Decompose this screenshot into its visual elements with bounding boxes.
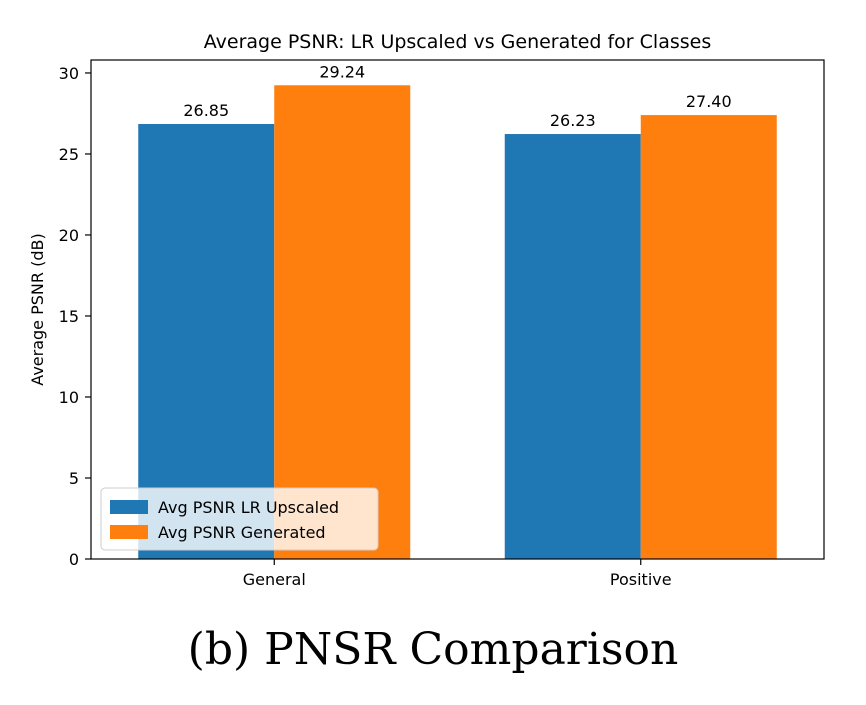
chart-title: Average PSNR: LR Upscaled vs Generated f… — [204, 31, 711, 53]
bar-labels-group: 26.85 26.23 29.24 27.40 — [183, 62, 731, 130]
y-tick-label: 20 — [59, 226, 79, 245]
bar-value-label: 26.85 — [183, 101, 229, 120]
bar-positive-series-2 — [640, 115, 777, 560]
legend-entry-label: Avg PSNR Generated — [158, 523, 326, 542]
legend-entry-label: Avg PSNR LR Upscaled — [158, 498, 339, 517]
legend-swatch — [110, 500, 148, 514]
bars-group — [138, 85, 777, 560]
y-axis-title: Average PSNR (dB) — [28, 233, 47, 385]
bar-general-series-1 — [138, 123, 275, 560]
legend-swatch — [110, 525, 148, 539]
y-tick-label: 15 — [59, 307, 79, 326]
y-axis: 0 5 10 15 20 25 30 — [59, 64, 91, 569]
bar-value-label: 26.23 — [550, 111, 596, 130]
legend-box — [100, 487, 379, 551]
y-tick-label: 5 — [69, 469, 79, 488]
y-tick-label: 25 — [59, 145, 79, 164]
bar-value-label: 27.40 — [686, 92, 732, 111]
y-tick-label: 30 — [59, 64, 79, 83]
bar-general-series-2 — [274, 85, 411, 560]
x-tick-label-general: General — [243, 570, 306, 589]
x-tick-label-positive: Positive — [610, 570, 672, 589]
bar-value-label: 29.24 — [319, 62, 365, 81]
bar-positive-series-1 — [504, 134, 641, 560]
legend: Avg PSNR LR Upscaled Avg PSNR Generated — [100, 487, 379, 551]
y-tick-label: 0 — [69, 550, 79, 569]
figure-caption: (b) PNSR Comparison — [187, 624, 679, 675]
plot-area-frame — [90, 59, 825, 560]
x-axis: General Positive — [243, 559, 672, 589]
y-tick-label: 10 — [59, 388, 79, 407]
bar-chart: Average PSNR: LR Upscaled vs Generated f… — [28, 31, 825, 589]
